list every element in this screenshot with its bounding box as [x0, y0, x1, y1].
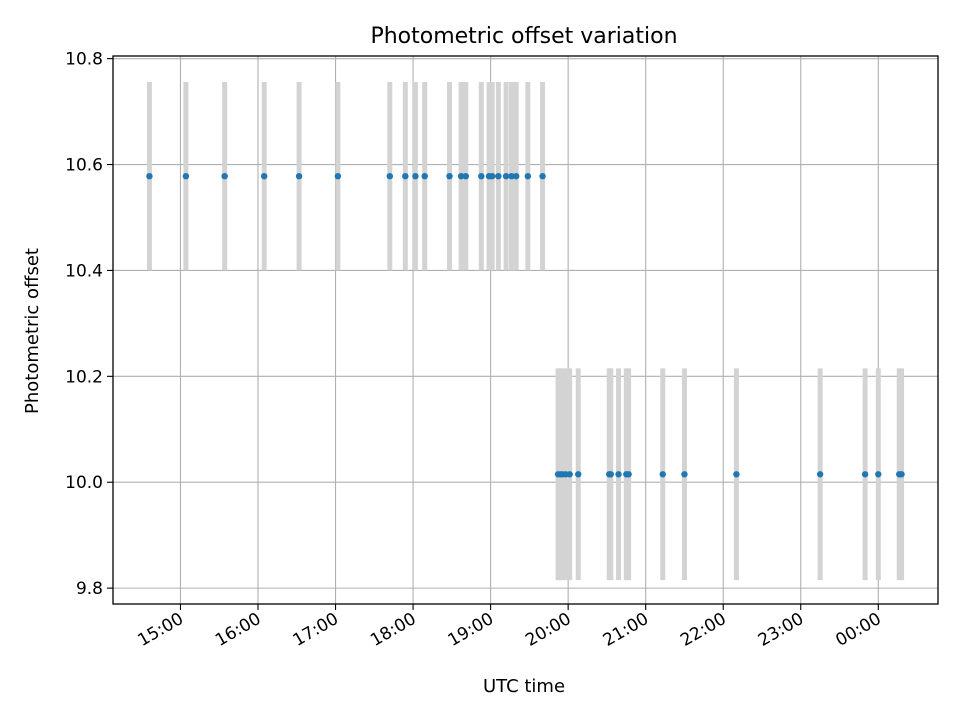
chart-title: Photometric offset variation — [370, 24, 677, 49]
x-tick-label: 23:00 — [755, 609, 807, 651]
data-point — [512, 172, 520, 180]
data-point — [260, 172, 268, 180]
x-axis-ticks: 15:00 16:00 17:00 18:00 19:00 20:00 21:00 22:00… — [135, 604, 885, 651]
data-point — [898, 471, 905, 478]
x-tick-label: 00:00 — [832, 609, 884, 651]
data-point — [539, 172, 546, 180]
y-axis-ticks: 9.8 10.0 10.2 10.4 10.6 10.8 — [65, 50, 113, 599]
data-point — [386, 172, 394, 180]
data-point — [607, 471, 614, 478]
x-tick-label: 22:00 — [677, 609, 729, 651]
data-point — [462, 172, 469, 180]
x-tick-label: 18:00 — [367, 609, 419, 651]
x-tick-label: 16:00 — [212, 609, 264, 651]
data-point — [402, 172, 409, 180]
x-tick-label: 15:00 — [135, 609, 187, 651]
data-point — [524, 172, 532, 180]
y-tick-label: 10.2 — [65, 367, 103, 387]
data-point — [221, 172, 228, 180]
y-tick-label: 10.0 — [65, 473, 103, 493]
x-tick-label: 20:00 — [522, 609, 574, 651]
data-point — [733, 471, 740, 478]
data-point — [508, 172, 515, 180]
data-point — [816, 471, 824, 478]
y-axis-label: Photometric offset — [22, 248, 43, 414]
x-tick-label: 19:00 — [445, 609, 497, 651]
data-point — [412, 172, 419, 180]
y-tick-label: 10.6 — [65, 156, 103, 176]
data-point — [681, 471, 688, 478]
data-point — [146, 172, 153, 180]
data-point — [575, 471, 582, 478]
x-tick-label: 17:00 — [290, 609, 342, 651]
data-point — [495, 172, 502, 180]
x-axis-label: UTC time — [483, 676, 565, 697]
error-bars — [146, 81, 905, 581]
data-point — [295, 172, 303, 180]
y-tick-label: 9.8 — [76, 579, 103, 599]
data-point — [861, 471, 869, 478]
data-point — [446, 172, 453, 180]
data-point — [615, 471, 622, 478]
data-point — [502, 172, 510, 180]
data-point — [421, 172, 428, 180]
x-tick-label: 21:00 — [600, 609, 652, 651]
data-point — [875, 471, 882, 478]
y-tick-label: 10.4 — [65, 261, 103, 281]
data-point — [625, 471, 632, 478]
y-tick-label: 10.8 — [65, 50, 103, 70]
data-point — [334, 172, 342, 180]
data-point — [566, 471, 573, 478]
data-point — [182, 172, 190, 180]
data-point — [488, 172, 496, 180]
data-point — [659, 471, 666, 478]
data-point — [457, 172, 465, 180]
plot-frame — [112, 55, 939, 605]
data-points — [146, 172, 905, 478]
data-point — [478, 172, 485, 180]
